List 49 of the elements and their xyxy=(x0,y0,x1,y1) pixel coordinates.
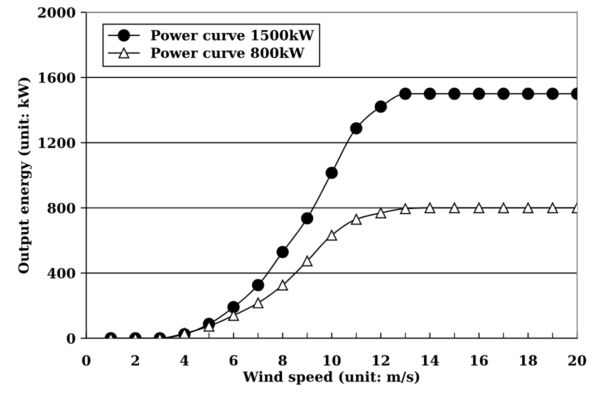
point xyxy=(448,88,461,100)
point xyxy=(522,202,534,214)
point xyxy=(449,202,460,214)
point xyxy=(424,88,436,100)
y-tick-label: 1600 xyxy=(38,72,76,83)
x-tick-label: 8 xyxy=(278,355,287,366)
x-tick-label: 18 xyxy=(520,355,537,366)
point xyxy=(350,214,362,225)
point xyxy=(546,88,559,100)
legend-label: Power curve 800kW xyxy=(150,47,305,58)
x-tick-label: 0 xyxy=(82,355,90,366)
x-tick-label: 20 xyxy=(568,355,586,366)
point xyxy=(277,280,288,291)
point xyxy=(301,212,314,224)
point xyxy=(474,202,484,214)
point xyxy=(302,256,313,266)
point xyxy=(375,208,386,218)
point xyxy=(228,310,239,321)
y-tick-label: 0 xyxy=(66,333,76,344)
point xyxy=(227,301,240,314)
x-axis-title: Wind speed (unit: m/s) xyxy=(242,371,420,385)
point xyxy=(252,297,264,308)
point xyxy=(424,202,436,214)
x-tick-label: 16 xyxy=(471,355,488,366)
point xyxy=(498,202,509,214)
point xyxy=(326,166,338,179)
point xyxy=(399,88,412,100)
point xyxy=(276,246,289,258)
point xyxy=(400,203,411,214)
x-tick-label: 4 xyxy=(180,355,189,366)
x-tick-label: 14 xyxy=(422,355,439,366)
x-tick-label: 2 xyxy=(131,355,139,366)
y-tick-label: 1200 xyxy=(38,138,76,148)
point xyxy=(252,279,264,292)
point xyxy=(522,88,534,100)
y-tick-label: 800 xyxy=(48,202,76,214)
y-tick-label: 2000 xyxy=(38,7,76,18)
y-tick-label: 400 xyxy=(47,268,76,279)
x-tick-label: 10 xyxy=(324,355,341,366)
x-tick-label: 6 xyxy=(230,355,238,366)
y-axis-title: Output energy (unit: kW) xyxy=(18,78,32,274)
x-tick-label: 12 xyxy=(372,355,390,366)
point xyxy=(350,122,362,134)
point xyxy=(472,88,486,100)
point xyxy=(547,202,558,214)
point xyxy=(497,88,510,100)
point xyxy=(326,230,338,241)
point xyxy=(374,100,387,113)
legend-label: Power curve 1500kW xyxy=(150,30,314,40)
